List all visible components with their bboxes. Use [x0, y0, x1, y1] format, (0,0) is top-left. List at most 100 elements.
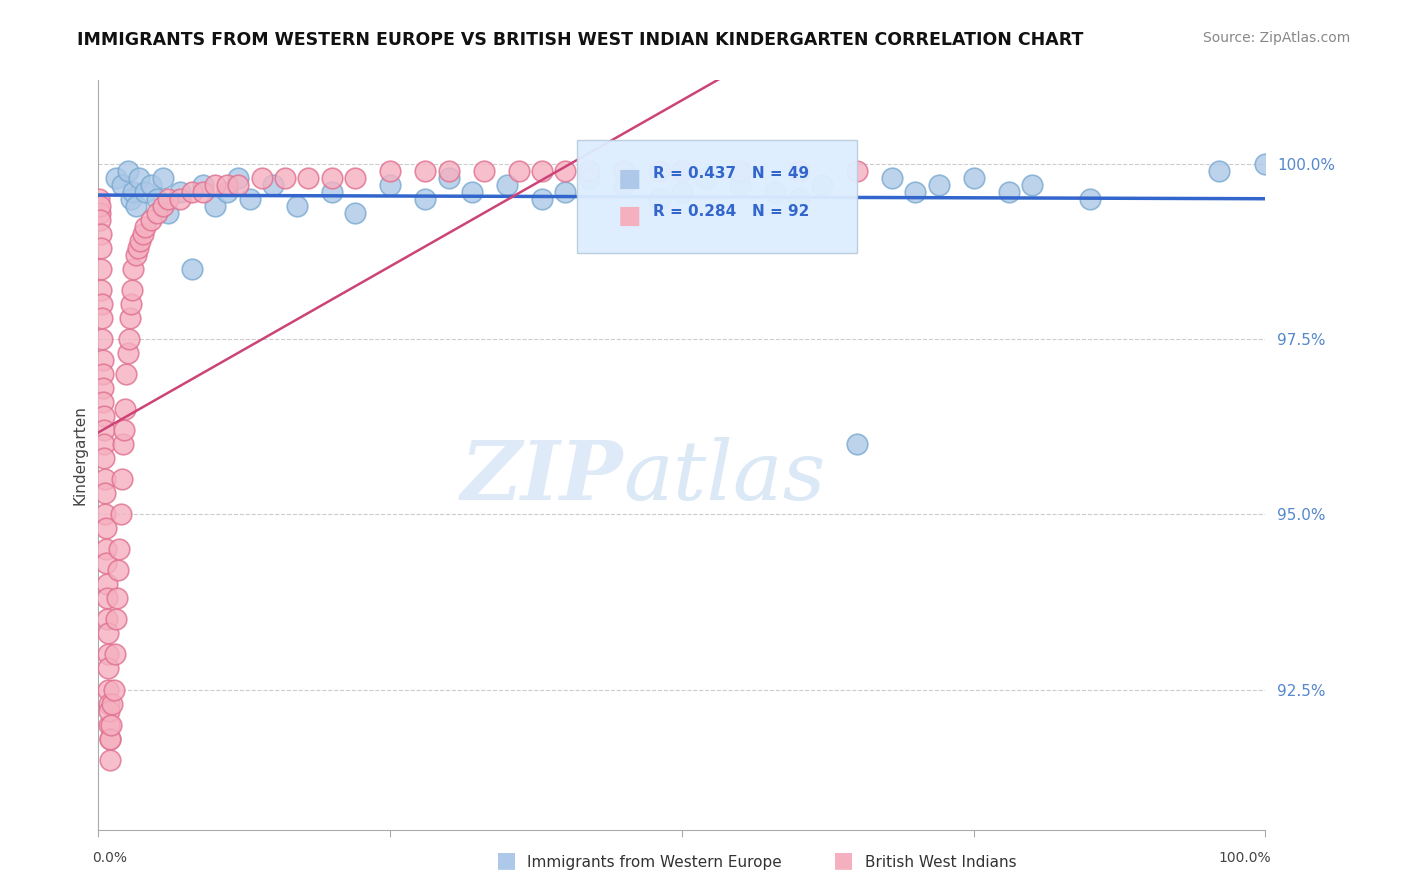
Text: R = 0.284   N = 92: R = 0.284 N = 92 [652, 204, 808, 219]
Point [94, 472, 117, 486]
Point [647, 164, 669, 178]
Point [180, 262, 202, 277]
Point [169, 192, 191, 206]
Point [157, 192, 180, 206]
Point [91, 332, 114, 346]
Point [928, 178, 950, 193]
Point [98, 731, 121, 746]
Point [730, 164, 752, 178]
Point [1080, 192, 1102, 206]
Point [111, 437, 134, 451]
Point [157, 206, 180, 220]
Text: Source: ZipAtlas.com: Source: ZipAtlas.com [1202, 31, 1350, 45]
Point [250, 171, 273, 186]
Point [104, 648, 127, 662]
Text: ■: ■ [496, 850, 516, 870]
Point [472, 164, 495, 178]
Point [98, 731, 121, 746]
Point [647, 192, 669, 206]
Point [1254, 157, 1277, 171]
Point [846, 164, 869, 178]
Point [132, 227, 155, 242]
Point [297, 171, 319, 186]
Text: R = 0.437   N = 49: R = 0.437 N = 49 [652, 167, 808, 181]
Point [215, 186, 238, 200]
Text: atlas: atlas [624, 437, 825, 517]
Point [98, 704, 121, 718]
Point [91, 395, 114, 409]
Point [228, 178, 250, 193]
Point [90, 311, 112, 326]
Point [89, 213, 111, 227]
Point [612, 164, 634, 178]
Point [578, 171, 600, 186]
Text: Immigrants from Western Europe: Immigrants from Western Europe [527, 855, 782, 870]
Point [239, 192, 262, 206]
Point [530, 164, 553, 178]
Point [380, 178, 402, 193]
Point [193, 178, 215, 193]
Point [97, 697, 120, 711]
Point [100, 717, 122, 731]
Point [274, 171, 297, 186]
Point [134, 186, 156, 200]
Point [671, 164, 693, 178]
Point [96, 626, 118, 640]
Point [118, 332, 141, 346]
Point [496, 178, 519, 193]
Point [96, 577, 118, 591]
Point [120, 192, 142, 206]
Point [228, 171, 250, 186]
Point [89, 227, 111, 242]
Point [880, 171, 903, 186]
Point [90, 297, 112, 311]
Point [695, 171, 717, 186]
Point [90, 284, 112, 298]
Point [112, 424, 135, 438]
Point [94, 521, 117, 535]
Point [87, 192, 110, 206]
Point [96, 591, 118, 606]
Point [91, 353, 114, 368]
Point [107, 564, 129, 578]
Point [93, 451, 115, 466]
Point [285, 199, 308, 213]
Point [89, 199, 111, 213]
Point [117, 164, 139, 178]
Point [97, 648, 120, 662]
Point [97, 682, 120, 697]
Point [204, 199, 226, 213]
Point [134, 220, 156, 235]
Point [127, 241, 149, 255]
Text: ■: ■ [617, 204, 641, 228]
Point [94, 508, 117, 522]
Point [125, 199, 148, 213]
Point [111, 472, 134, 486]
Text: British West Indians: British West Indians [865, 855, 1017, 870]
Point [104, 612, 127, 626]
Point [146, 192, 169, 206]
Point [115, 368, 138, 382]
Point [461, 186, 484, 200]
Point [139, 178, 162, 193]
Point [997, 186, 1019, 200]
Point [111, 178, 134, 193]
Point [128, 171, 150, 186]
Point [91, 381, 114, 395]
Point [97, 661, 120, 675]
Point [96, 557, 118, 571]
Point [730, 178, 752, 193]
Point [90, 241, 112, 255]
Point [508, 164, 530, 178]
Point [105, 591, 128, 606]
Point [671, 186, 693, 200]
Point [90, 262, 112, 277]
Point [152, 199, 174, 213]
Point [91, 368, 114, 382]
Point [122, 262, 145, 277]
Point [321, 171, 343, 186]
Point [530, 192, 553, 206]
Point [96, 612, 118, 626]
Text: 100.0%: 100.0% [1219, 851, 1271, 864]
Point [193, 186, 215, 200]
